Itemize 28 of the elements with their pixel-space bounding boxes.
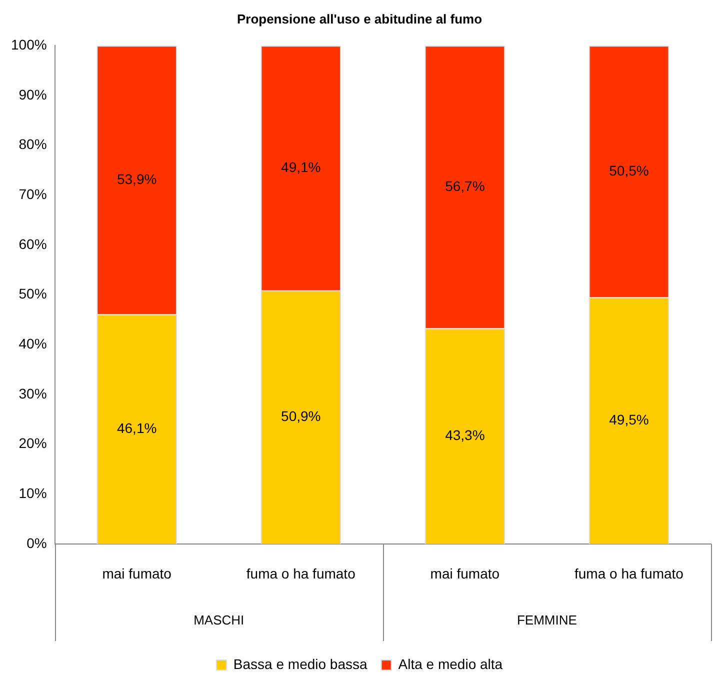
y-tick-label: 60% (18, 236, 47, 252)
x-tick-label: mai fumato (102, 565, 172, 582)
data-label: 50,5% (609, 162, 649, 178)
text: FEMMINE (516, 612, 578, 628)
x-tick-label: mai fumato (430, 565, 500, 582)
data-label: 56,7% (445, 178, 485, 194)
legend-label: Bassa e medio bassa (233, 656, 368, 672)
y-tick-label: 20% (18, 435, 47, 452)
y-tick-label: 10% (18, 485, 47, 502)
legend-label: Alta e medio alta (398, 656, 503, 672)
y-tick-label: 40% (18, 336, 47, 352)
y-tick-label: 80% (18, 136, 47, 152)
y-tick-label: 90% (18, 86, 47, 102)
chart-title: Propensione all'uso e abitudine al fumo (236, 11, 482, 26)
y-tick-label: 0% (26, 534, 47, 551)
data-label: 46,1% (116, 420, 157, 436)
data-label: 43,3% (445, 426, 485, 443)
y-tick-label: 70% (18, 186, 47, 202)
data-label: 49,5% (609, 412, 649, 428)
text: MASCHI (194, 612, 244, 628)
y-tick-label: 50% (18, 286, 47, 302)
x-tick-label: fuma o ha fumato (574, 565, 684, 582)
y-tick-label: 100% (10, 36, 47, 52)
data-label: 53,9% (116, 170, 157, 187)
y-tick-label: 30% (18, 385, 47, 402)
data-label: 49,1% (281, 158, 321, 175)
data-label: 50,9% (281, 408, 321, 424)
x-tick-label: fuma o ha fumato (246, 565, 356, 582)
